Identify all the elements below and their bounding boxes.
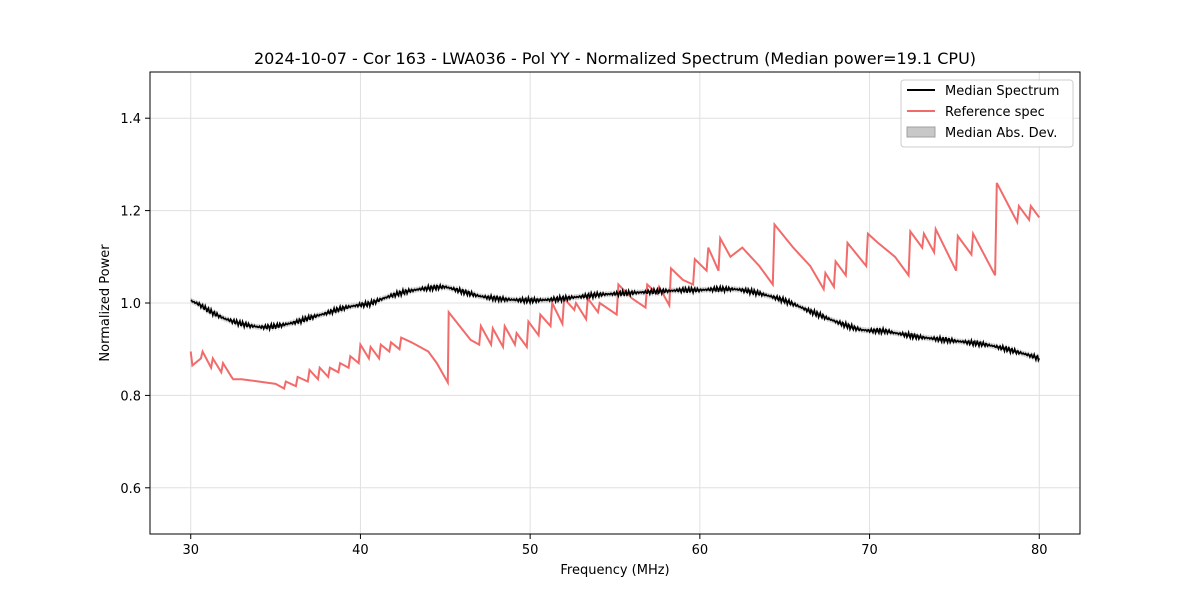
legend: Median Spectrum Reference spec Median Ab… [900, 79, 1074, 148]
y-tick-label: 1.2 [120, 205, 141, 220]
reference-spectrum-line [189, 182, 1041, 390]
median-spectrum-line [190, 282, 1041, 363]
legend-reference-label: Reference spec [945, 105, 1045, 120]
x-tick-label: 30 [182, 543, 199, 558]
x-tick-label: 60 [692, 543, 709, 558]
legend-median-label: Median Spectrum [945, 84, 1059, 99]
x-tick-label: 80 [1031, 543, 1048, 558]
x-tick-label: 40 [352, 543, 369, 558]
y-axis-label: Normalized Power [98, 244, 113, 362]
x-tick-label: 50 [522, 543, 539, 558]
y-tick-label: 1.4 [120, 112, 141, 127]
chart-title: 2024-10-07 - Cor 163 - LWA036 - Pol YY -… [254, 49, 976, 68]
legend-mad-label: Median Abs. Dev. [945, 126, 1057, 141]
y-tick-label: 0.6 [120, 482, 141, 497]
legend-mad-swatch [906, 126, 936, 138]
y-axis-ticks: 0.6 0.8 1.0 1.2 1.4 [120, 112, 150, 497]
x-tick-label: 70 [861, 543, 878, 558]
x-axis-ticks: 30 40 50 60 70 80 [182, 534, 1048, 558]
series-layer [189, 182, 1041, 390]
legend-box [900, 79, 1074, 148]
x-axis-label: Frequency (MHz) [560, 563, 669, 578]
y-tick-label: 1.0 [120, 297, 141, 312]
y-tick-label: 0.8 [120, 389, 141, 404]
